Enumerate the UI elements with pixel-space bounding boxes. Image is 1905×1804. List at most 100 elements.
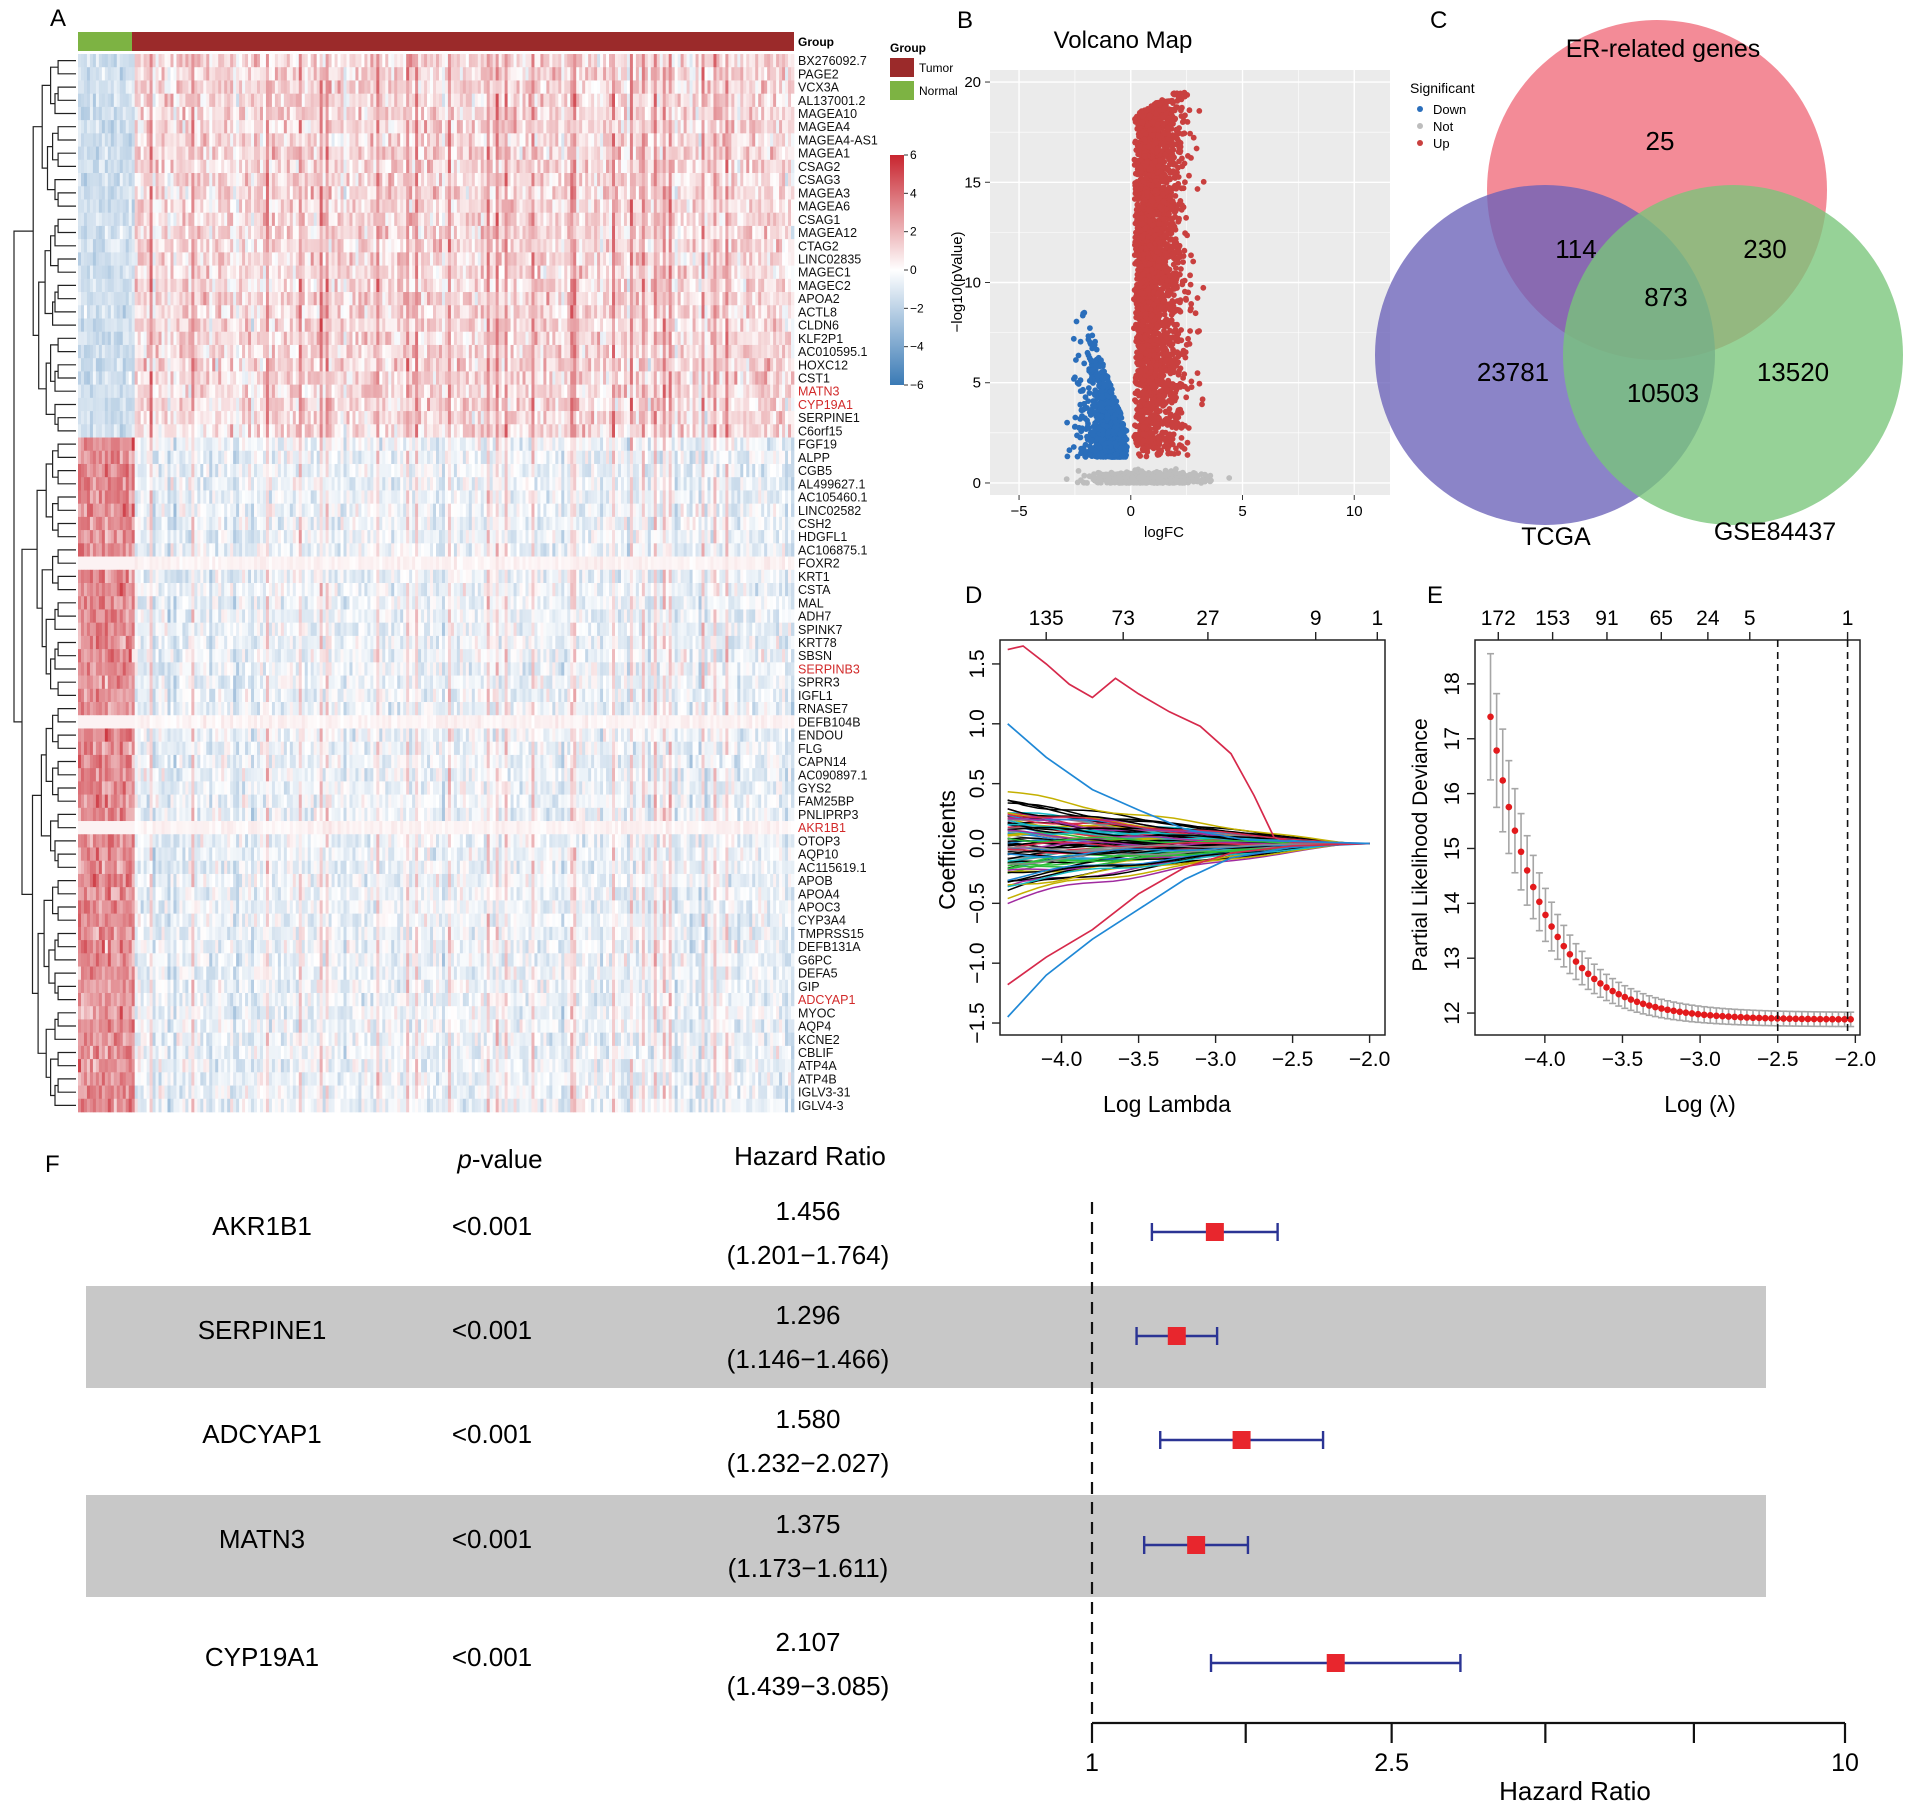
heatmap-cell — [191, 212, 195, 227]
heatmap-cell — [731, 133, 735, 147]
heatmap-cell — [456, 199, 461, 214]
heatmap-cell — [561, 305, 565, 319]
heatmap-cell — [492, 252, 497, 266]
heatmap-cell — [728, 265, 732, 280]
heatmap-cell — [641, 225, 646, 240]
heatmap-cell — [734, 106, 738, 121]
heatmap-cell — [468, 305, 473, 319]
heatmap-cell — [370, 54, 374, 68]
heatmap-cell — [301, 54, 306, 68]
heatmap-cell — [89, 199, 94, 214]
heatmap-cell — [316, 278, 320, 293]
heatmap-cell — [617, 159, 622, 174]
heatmap-cell — [373, 80, 377, 95]
heatmap-cell — [298, 80, 303, 95]
heatmap-cell — [686, 159, 690, 174]
heatmap-cell — [107, 146, 112, 161]
heatmap-cell — [322, 292, 326, 306]
heatmap-cell — [791, 305, 795, 319]
heatmap-cell — [277, 252, 282, 266]
heatmap-cell — [594, 278, 598, 293]
heatmap-cell — [561, 133, 565, 147]
heatmap-cell — [239, 106, 243, 121]
heatmap-cell — [653, 173, 658, 187]
heatmap-cell — [444, 120, 449, 134]
heatmap-cell — [779, 225, 783, 240]
heatmap-cell — [209, 54, 213, 68]
heatmap-cell — [295, 120, 300, 134]
heatmap-cell — [728, 305, 732, 319]
heatmap-cell — [95, 106, 100, 121]
heatmap-cell — [254, 93, 258, 108]
heatmap-cell — [644, 305, 649, 319]
heatmap-cell — [304, 159, 309, 174]
heatmap-cell — [409, 252, 413, 266]
heatmap-cell — [546, 278, 550, 293]
heatmap-cell — [337, 199, 341, 214]
heatmap-cell — [295, 106, 300, 121]
heatmap-cell — [155, 212, 159, 227]
heatmap-cell — [764, 80, 768, 95]
heatmap-cell — [107, 225, 112, 240]
heatmap-cell — [334, 212, 338, 227]
heatmap-cell — [337, 278, 341, 293]
heatmap-cell — [334, 318, 338, 333]
heatmap-cell — [95, 173, 100, 187]
heatmap-cell — [122, 278, 127, 293]
heatmap-cell — [737, 120, 741, 134]
heatmap-cell — [161, 278, 165, 293]
heatmap-cell — [749, 93, 753, 108]
heatmap-cell — [465, 278, 470, 293]
heatmap-cell — [188, 173, 192, 187]
heatmap-cell — [358, 146, 362, 161]
heatmap-cell — [355, 54, 359, 68]
heatmap-cell — [257, 133, 261, 147]
heatmap-cell — [409, 106, 413, 121]
heatmap-cell — [504, 225, 508, 240]
heatmap-cell — [394, 318, 398, 333]
heatmap-cell — [268, 133, 273, 147]
heatmap-cell — [668, 186, 673, 200]
heatmap-cell — [728, 292, 732, 306]
heatmap-cell — [447, 159, 452, 174]
heatmap-cell — [257, 252, 261, 266]
heatmap-cell — [776, 159, 780, 174]
heatmap-cell — [322, 93, 326, 108]
heatmap-cell — [161, 239, 165, 253]
heatmap-cell — [149, 278, 153, 293]
heatmap-annotation-row-label: Group — [798, 35, 834, 49]
heatmap-cell — [603, 106, 607, 121]
heatmap-cell — [346, 292, 350, 306]
heatmap-cell — [447, 186, 452, 200]
heatmap-cell — [346, 305, 350, 319]
heatmap-cell — [734, 212, 738, 227]
heatmap-cell — [328, 252, 332, 266]
heatmap-cell — [176, 67, 180, 81]
heatmap-cell — [271, 278, 276, 293]
heatmap-cell — [298, 106, 303, 121]
heatmap-cell — [313, 278, 318, 293]
heatmap-cell — [367, 54, 371, 68]
heatmap-cell — [185, 146, 189, 161]
heatmap-cell — [507, 225, 511, 240]
heatmap-cell — [746, 252, 750, 266]
heatmap-cell — [498, 173, 502, 187]
heatmap-cell — [274, 120, 279, 134]
heatmap-cell — [328, 80, 332, 95]
heatmap-cell — [438, 225, 443, 240]
heatmap-cell — [424, 173, 428, 187]
heatmap-cell — [227, 199, 231, 214]
heatmap-cell — [194, 278, 198, 293]
heatmap-cell — [167, 67, 171, 81]
heatmap-cell — [492, 54, 497, 68]
heatmap-cell — [767, 146, 771, 161]
heatmap-cell — [543, 186, 547, 200]
heatmap-cell — [537, 106, 541, 121]
heatmap-cell — [662, 186, 667, 200]
heatmap-cell — [203, 305, 207, 319]
heatmap-cell — [501, 239, 505, 253]
heatmap-cell — [728, 54, 732, 68]
heatmap-cell — [471, 67, 476, 81]
heatmap-cell — [289, 106, 294, 121]
heatmap-cell — [236, 133, 240, 147]
